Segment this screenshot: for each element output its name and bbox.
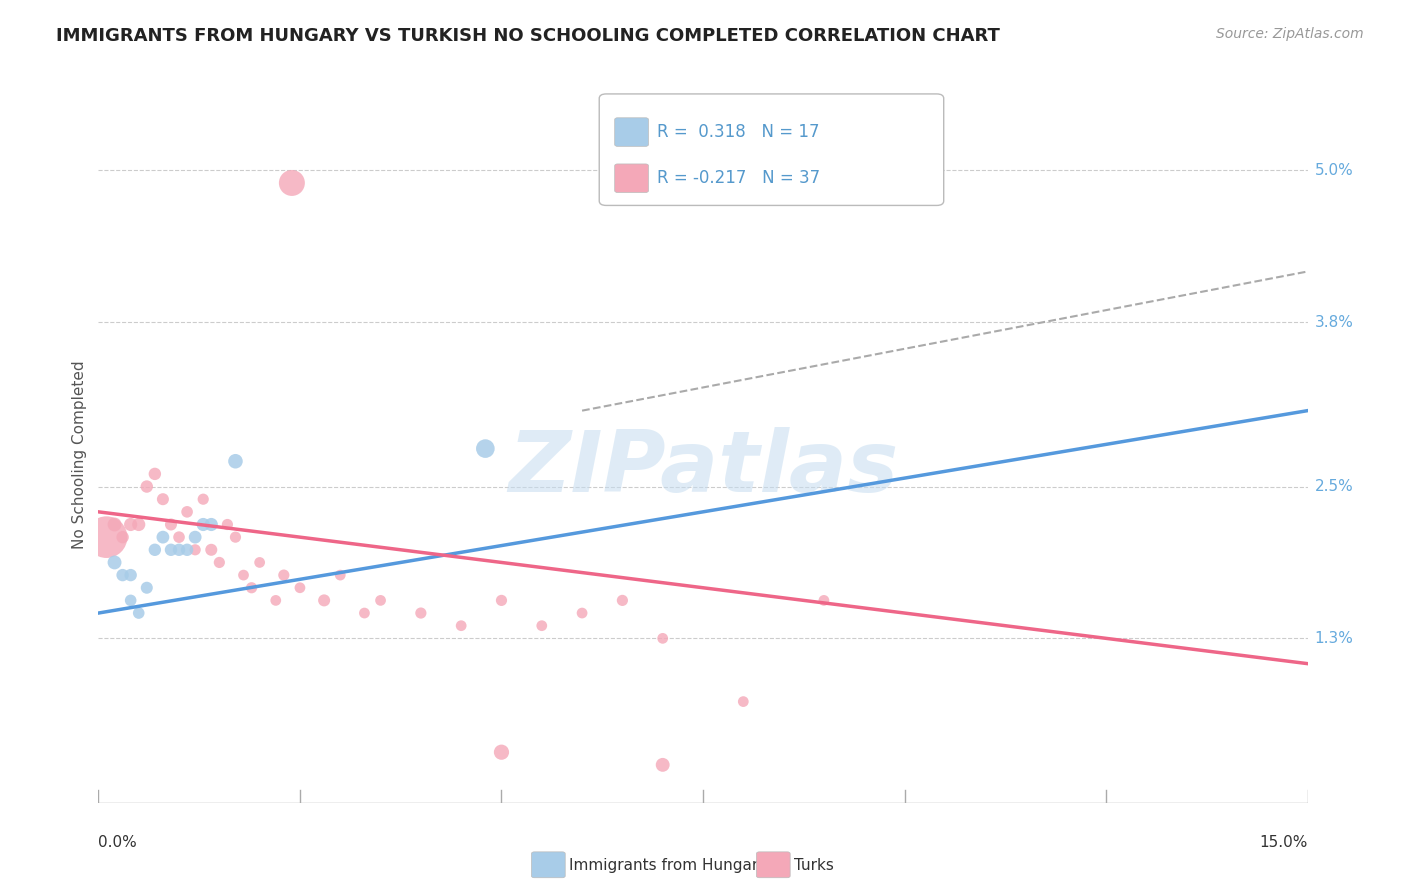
Point (176, 505, 198, 519)
Point (184, 542, 207, 557)
Text: 3.8%: 3.8% (1315, 315, 1354, 329)
Point (193, 492, 215, 507)
Y-axis label: No Schooling Completed: No Schooling Completed (72, 360, 87, 549)
Point (530, 618, 553, 632)
Point (571, 606, 593, 620)
Point (491, 593, 513, 607)
Text: Turks: Turks (794, 858, 834, 872)
Point (474, 442, 496, 456)
Point (160, 542, 183, 557)
Point (120, 517, 142, 532)
Point (120, 568, 142, 582)
Point (314, 593, 336, 607)
Point (208, 556, 231, 570)
Point (152, 492, 174, 507)
Point (176, 542, 198, 557)
Point (733, 695, 755, 709)
Point (200, 542, 222, 557)
Point (651, 632, 673, 646)
Point (143, 542, 166, 557)
Point (184, 530, 207, 544)
Point (612, 593, 634, 607)
Point (128, 606, 150, 620)
Point (120, 593, 142, 607)
Point (224, 530, 246, 544)
Point (135, 479, 157, 493)
Point (143, 467, 166, 481)
Text: R = -0.217   N = 37: R = -0.217 N = 37 (657, 169, 820, 187)
Point (111, 568, 134, 582)
Point (193, 517, 215, 532)
Point (281, 176, 304, 190)
Text: ZIPatlas: ZIPatlas (508, 427, 898, 510)
Point (103, 556, 125, 570)
Point (103, 517, 125, 532)
Point (370, 593, 392, 607)
Text: Source: ZipAtlas.com: Source: ZipAtlas.com (1216, 27, 1364, 41)
Point (152, 530, 174, 544)
Point (273, 568, 295, 582)
Point (160, 517, 183, 532)
Point (200, 517, 222, 532)
Text: 15.0%: 15.0% (1260, 836, 1308, 850)
Text: 5.0%: 5.0% (1315, 163, 1354, 178)
Text: 2.5%: 2.5% (1315, 479, 1354, 494)
Point (135, 581, 157, 595)
Point (491, 745, 513, 759)
Point (288, 581, 311, 595)
Point (232, 568, 254, 582)
Point (240, 581, 263, 595)
Point (224, 454, 246, 468)
Text: 1.3%: 1.3% (1315, 631, 1354, 646)
Point (329, 568, 352, 582)
Point (96, 530, 118, 544)
Point (353, 606, 375, 620)
Point (813, 593, 835, 607)
Point (111, 530, 134, 544)
Text: Immigrants from Hungary: Immigrants from Hungary (569, 858, 768, 872)
Point (450, 618, 472, 632)
Text: R =  0.318   N = 17: R = 0.318 N = 17 (657, 123, 820, 141)
Text: 0.0%: 0.0% (98, 836, 138, 850)
Point (128, 517, 150, 532)
Point (217, 517, 239, 532)
Point (167, 530, 190, 544)
Point (651, 757, 673, 772)
Text: IMMIGRANTS FROM HUNGARY VS TURKISH NO SCHOOLING COMPLETED CORRELATION CHART: IMMIGRANTS FROM HUNGARY VS TURKISH NO SC… (56, 27, 1000, 45)
Point (409, 606, 432, 620)
Point (167, 542, 190, 557)
Point (264, 593, 287, 607)
Point (249, 556, 271, 570)
